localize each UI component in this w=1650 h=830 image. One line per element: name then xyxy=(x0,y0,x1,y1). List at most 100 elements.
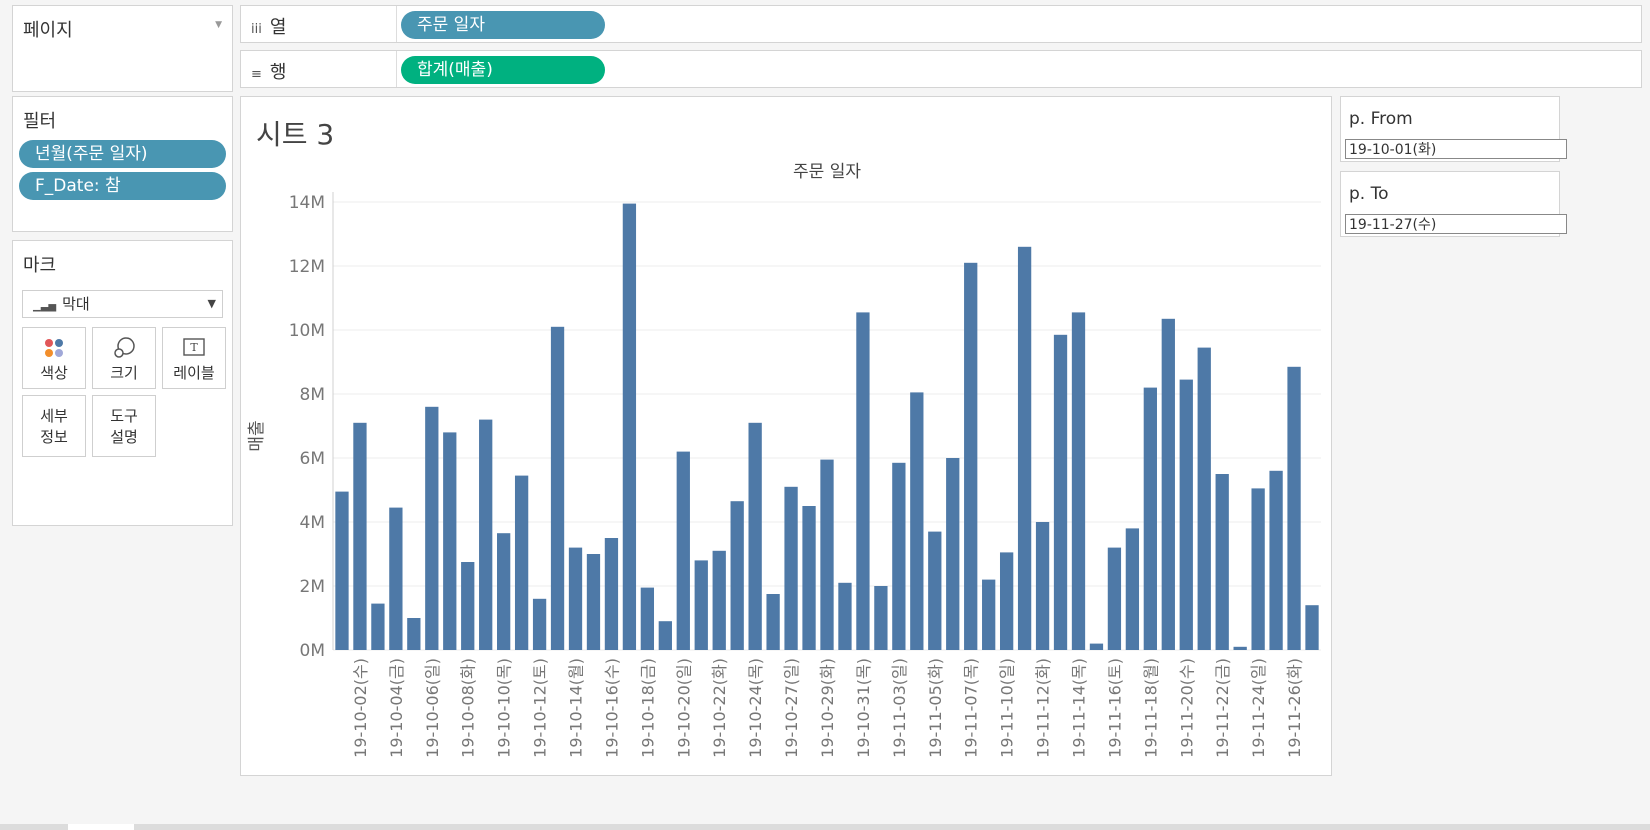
shelf-divider xyxy=(396,51,397,87)
detail-label-line1: 세부 xyxy=(40,407,68,425)
bar xyxy=(407,618,421,650)
y-tick-label: 8M xyxy=(300,385,325,405)
bar xyxy=(1197,347,1211,650)
x-tick-label: 19-11-05(화) xyxy=(926,658,945,758)
bar xyxy=(640,587,655,650)
pages-title: 페이지 xyxy=(23,20,73,41)
bar xyxy=(1053,334,1068,650)
x-tick-label: 19-11-20(수) xyxy=(1177,658,1196,758)
x-tick-label: 19-11-16(토) xyxy=(1105,658,1124,758)
chart-title: 주문 일자 xyxy=(793,162,861,182)
y-tick-label: 12M xyxy=(289,257,325,277)
param-to-input[interactable]: 19-11-27(수) xyxy=(1345,214,1567,234)
bar xyxy=(1089,643,1104,650)
bar xyxy=(874,586,888,650)
bar-chart-icon: ▁▃▅ xyxy=(33,301,57,312)
y-tick-label: 10M xyxy=(289,321,325,341)
bar xyxy=(730,501,744,650)
detail-button[interactable]: 세부 정보 xyxy=(22,395,86,457)
bar xyxy=(712,550,726,650)
marks-card: 마크 ▁▃▅ 막대 ▼ 색상 크기 T 레이블 세부 정보 도구 설명 xyxy=(12,240,233,526)
bar xyxy=(1035,522,1050,650)
x-tick-label: 19-11-22(금) xyxy=(1213,658,1232,758)
x-tick-label: 19-11-24(일) xyxy=(1249,658,1268,758)
x-tick-label: 19-11-10(일) xyxy=(998,658,1017,758)
x-tick-label: 19-10-08(화) xyxy=(459,658,478,758)
bar xyxy=(999,552,1014,650)
bar xyxy=(1215,474,1229,650)
detail-label-line2: 정보 xyxy=(40,428,68,446)
sheet-tab[interactable] xyxy=(68,824,134,830)
bar xyxy=(658,621,672,650)
rows-shelf[interactable]: ≡ 행 합계(매출) xyxy=(240,50,1642,88)
columns-icon: iii xyxy=(251,22,262,37)
bar xyxy=(748,422,762,650)
x-tick-label: 19-10-20(일) xyxy=(674,658,693,758)
color-button[interactable]: 색상 xyxy=(22,327,86,389)
color-icon xyxy=(45,339,63,357)
param-to-card: p. To 19-11-27(수) xyxy=(1340,171,1567,237)
bar xyxy=(838,582,852,650)
bar xyxy=(856,312,870,650)
bar xyxy=(802,506,816,650)
bar xyxy=(1269,470,1283,650)
x-tick-label: 19-11-03(일) xyxy=(890,658,909,758)
bar xyxy=(1251,488,1265,650)
bar xyxy=(604,538,619,650)
bar xyxy=(568,547,583,650)
bar xyxy=(676,451,690,650)
filters-title: 필터 xyxy=(23,111,57,132)
mark-type-dropdown[interactable]: ▁▃▅ 막대 ▼ xyxy=(22,290,223,318)
x-tick-label: 19-11-07(목) xyxy=(962,658,981,758)
y-tick-label: 0M xyxy=(300,641,325,661)
bar xyxy=(1161,318,1175,650)
x-tick-label: 19-10-29(화) xyxy=(818,658,837,758)
bar xyxy=(461,562,475,650)
rows-shelf-label: ≡ 행 xyxy=(251,62,287,83)
x-tick-label: 19-10-12(토) xyxy=(531,658,550,758)
bar xyxy=(514,475,529,650)
bar xyxy=(694,560,708,650)
bar xyxy=(479,419,493,650)
columns-shelf[interactable]: iii 열 주문 일자 xyxy=(240,5,1642,43)
x-tick-label: 19-10-04(금) xyxy=(387,658,406,758)
x-tick-label: 19-10-16(수) xyxy=(602,658,621,758)
rows-pill[interactable]: 합계(매출) xyxy=(401,56,605,84)
dropdown-arrow-icon: ▼ xyxy=(207,297,216,310)
bar xyxy=(586,554,601,650)
param-from-input[interactable]: 19-10-01(화) xyxy=(1345,139,1567,159)
bar xyxy=(820,459,834,650)
bar xyxy=(443,432,457,650)
filter-pill-fdate[interactable]: F_Date: 참 xyxy=(19,172,226,200)
svg-text:T: T xyxy=(190,341,198,354)
sheet-tab-bar[interactable] xyxy=(0,824,1650,830)
bar xyxy=(335,491,349,650)
bar xyxy=(550,326,565,650)
mark-type-value: 막대 xyxy=(62,295,90,313)
y-axis-label: 매출 xyxy=(247,420,267,451)
sheet-title: 시트 3 xyxy=(256,118,335,151)
columns-shelf-label: iii 열 xyxy=(251,17,287,38)
x-tick-label: 19-11-26(화) xyxy=(1285,658,1304,758)
size-button[interactable]: 크기 xyxy=(92,327,156,389)
x-tick-label: 19-10-02(수) xyxy=(351,658,370,758)
label-button[interactable]: T 레이블 xyxy=(162,327,226,389)
size-icon xyxy=(114,337,135,358)
bar xyxy=(1071,312,1086,650)
columns-pill[interactable]: 주문 일자 xyxy=(401,11,605,39)
chevron-down-icon[interactable]: ▼ xyxy=(215,20,222,30)
size-label: 크기 xyxy=(110,364,138,382)
x-tick-label: 19-10-06(일) xyxy=(423,658,442,758)
y-tick-label: 4M xyxy=(300,513,325,533)
bar xyxy=(497,533,511,650)
x-tick-label: 19-10-10(목) xyxy=(495,658,514,758)
bar xyxy=(892,462,906,650)
tooltip-button[interactable]: 도구 설명 xyxy=(92,395,156,457)
filter-pill-month[interactable]: 년월(주문 일자) xyxy=(19,140,226,168)
label-icon: T xyxy=(183,338,205,356)
filters-card: 필터 년월(주문 일자) F_Date: 참 xyxy=(12,96,233,232)
pages-card: 페이지 ▼ xyxy=(12,5,233,92)
label-label: 레이블 xyxy=(173,364,215,382)
bar xyxy=(425,406,439,650)
bar xyxy=(784,486,798,650)
